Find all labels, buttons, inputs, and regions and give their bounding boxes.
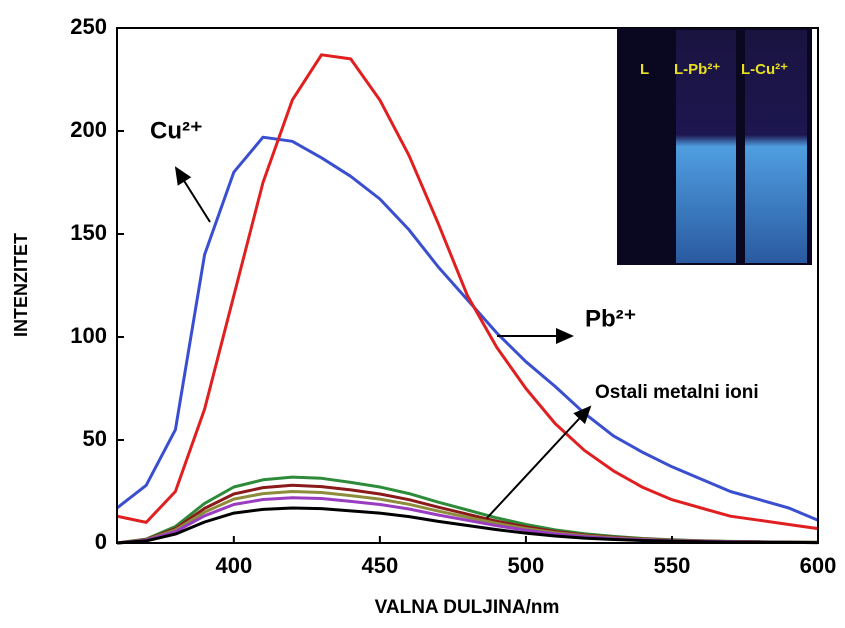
y-tick-label: 200 [70,117,107,142]
annotation-arrow [174,166,211,223]
tube [676,30,736,263]
tube [745,30,807,263]
plot-area [116,53,819,545]
series-line [116,506,819,545]
annotation: Pb²⁺ [585,305,636,332]
x-tick-label: 600 [800,553,837,578]
y-tick-label: 50 [83,426,107,451]
inset-label: L-Cu²⁺ [741,61,788,78]
x-tick-label: 450 [362,553,399,578]
annotation: Ostali metalni ioni [595,382,759,403]
x-tick-label: 550 [654,553,691,578]
inset-photo [617,28,812,265]
annotation-arrow [486,405,592,519]
y-tick-label: 100 [70,323,107,348]
y-axis-label: INTENZITET [11,233,31,337]
series-line [116,53,819,531]
x-axis-label: VALNA DULJINA/nm [375,597,560,618]
inset-label: L [640,61,649,78]
x-tick-label: 500 [508,553,545,578]
y-tick-label: 0 [95,529,107,554]
annotation: Cu²⁺ [150,117,203,144]
inset-label: L-Pb²⁺ [674,61,720,78]
y-tick-label: 250 [70,14,107,39]
series-line [116,135,819,522]
y-tick-label: 150 [70,220,107,245]
plot-frame [116,27,819,544]
x-tick-label: 400 [215,553,252,578]
